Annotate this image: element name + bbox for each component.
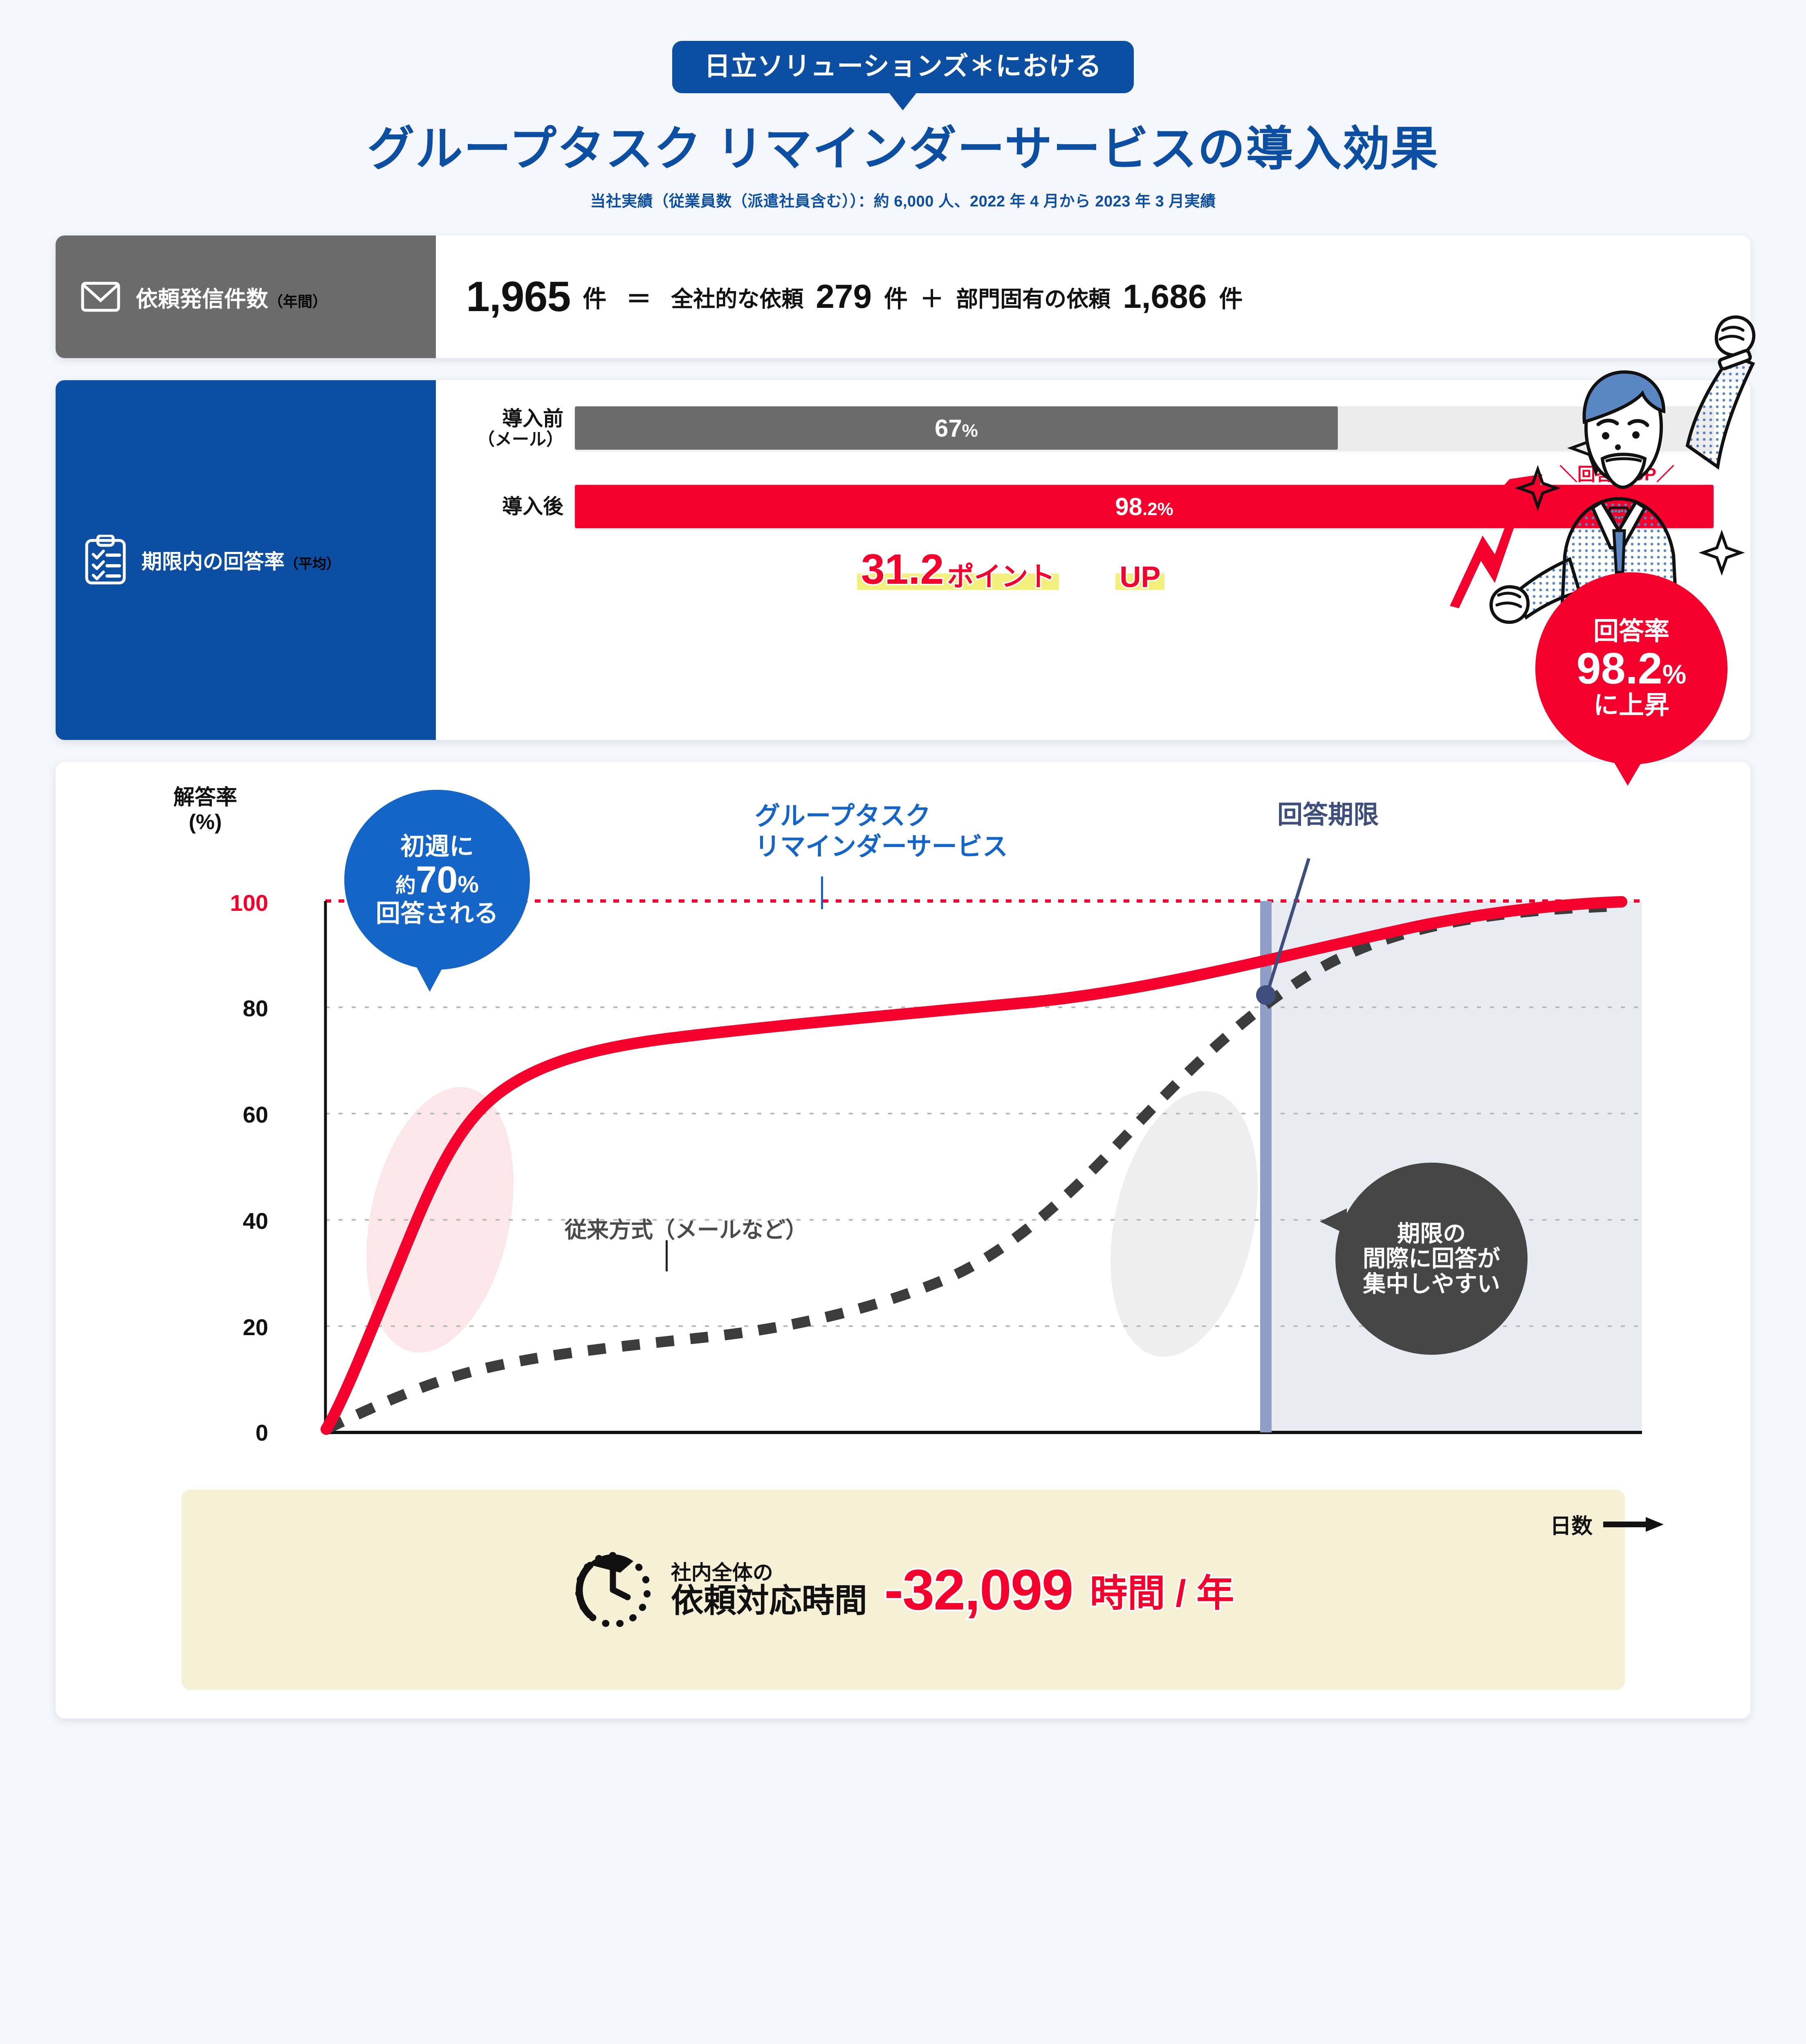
bar-before-label: 導入前 （メール） — [477, 407, 563, 449]
response-curve-chart-card: 解答率 (%) 100 80 60 40 20 0 — [56, 762, 1750, 1719]
circle-bottom-label: に上昇 — [1593, 691, 1669, 720]
bar-before-track: 67% — [575, 406, 1714, 450]
page-header: 日立ソリューションズ＊における グループタスク リマインダーサービスの導入効果 … — [0, 0, 1806, 211]
department-label: 部門固有の依頼 — [956, 287, 1111, 312]
department-value: 1,686 — [1123, 278, 1207, 316]
y-tick-80: 80 — [242, 995, 268, 1022]
requests-sent-label-panel: 依頼発信件数（年間） — [56, 235, 436, 359]
legend-reminder-line2: リマインダーサービス — [755, 832, 1008, 861]
clipboard-check-icon — [85, 535, 126, 585]
companywide-unit: 件 — [884, 286, 908, 313]
delta-unit: ポイント — [946, 560, 1057, 593]
first-week-line1: 初週に — [400, 832, 474, 860]
points-up-callout: 31.2 ポイント UP — [857, 545, 1165, 595]
time-saved-box: 社内全体の 依頼対応時間 -32,099 時間 / 年 — [181, 1490, 1625, 1690]
envelope-icon — [81, 282, 120, 312]
response-rate-circle-badge: 回答率 98.2% に上昇 — [1535, 572, 1727, 765]
y-axis-title: 解答率 (%) — [173, 786, 238, 834]
deadline-rush-line3: 集中しやすい — [1363, 1271, 1500, 1297]
bar-after-label: 導入後 — [502, 495, 563, 518]
response-rate-label: 期限内の回答率（平均） — [141, 550, 340, 574]
equals-sign: ＝ — [626, 285, 652, 314]
legend-reminder-service: グループタスク リマインダーサービス — [755, 801, 1008, 862]
bar-after-value: 98.2% — [1115, 493, 1173, 520]
requests-sent-card: 依頼発信件数（年間） 1,965 件 ＝ 全社的な依頼 279 件 ＋ 部門固有… — [56, 235, 1750, 359]
time-saved-unit: 時間 / 年 — [1088, 1571, 1236, 1616]
first-week-callout: 初週に 約70% 回答される — [344, 790, 530, 970]
response-rate-card: 期限内の回答率（平均） 導入前 （メール） 67% ＼回答率UP／ 導入後 98… — [56, 315, 1756, 765]
deadline-rush-line1: 期限の — [1397, 1220, 1466, 1246]
requests-sent-label: 依頼発信件数（年間） — [136, 287, 328, 312]
bar-before: 導入前 （メール） 67% — [460, 406, 1714, 450]
circle-top-label: 回答率 — [1593, 617, 1669, 645]
time-saved-line1: 社内全体の — [671, 1561, 773, 1585]
bar-before-fill: 67% — [575, 406, 1338, 450]
page-subtitle-note: 当社実績（従業員数（派遣社員含む））：約 6,000 人、2022 年 4 月か… — [590, 193, 1216, 211]
total-requests-number: 1,965 — [466, 273, 571, 320]
response-rate-bars: 導入前 （メール） 67% ＼回答率UP／ 導入後 98.2% — [436, 315, 1756, 765]
time-saved-line2: 依頼対応時間 — [671, 1582, 867, 1619]
delta-value: 31.2 — [859, 545, 945, 595]
legend-legacy-leader — [666, 1240, 668, 1272]
clock-icon — [575, 1552, 651, 1628]
badge-wrapper: 日立ソリューションズ＊における — [0, 41, 1806, 93]
legend-legacy-method: 従来方式（メールなど） — [565, 1218, 808, 1243]
company-badge: 日立ソリューションズ＊における — [672, 41, 1134, 93]
total-requests-unit: 件 — [583, 286, 607, 313]
y-tick-60: 60 — [242, 1102, 268, 1128]
delta-up-label: UP — [1118, 560, 1162, 595]
y-tick-40: 40 — [242, 1208, 268, 1234]
growth-arrow-icon — [1450, 474, 1542, 609]
requests-sent-values: 1,965 件 ＝ 全社的な依頼 279 件 ＋ 部門固有の依頼 1,686 件 — [436, 235, 1750, 358]
companywide-value: 279 — [816, 278, 872, 316]
department-unit: 件 — [1219, 286, 1243, 313]
arrow-right-icon — [1603, 1517, 1664, 1532]
first-week-line3: 回答される — [376, 899, 498, 927]
legend-reminder-line1: グループタスク — [755, 802, 931, 831]
chart-plot — [321, 858, 1642, 1435]
companywide-label: 全社的な依頼 — [671, 287, 804, 312]
time-saved-value: -32,099 — [882, 1556, 1075, 1624]
page-title: グループタスク リマインダーサービスの導入効果 — [367, 122, 1439, 175]
y-axis-ticks: 100 80 60 40 20 0 — [121, 778, 268, 1490]
plus-sign: ＋ — [920, 286, 944, 313]
deadline-label: 回答期限 — [1277, 801, 1379, 829]
x-axis-label: 日数 — [1550, 1509, 1665, 1540]
y-tick-100: 100 — [230, 890, 268, 916]
chart-area: 解答率 (%) 100 80 60 40 20 0 — [56, 778, 1750, 1538]
time-saved-labels: 社内全体の 依頼対応時間 — [671, 1562, 867, 1618]
y-tick-0: 0 — [255, 1420, 268, 1446]
deadline-rush-callout: 期限の 間際に回答が 集中しやすい — [1320, 1163, 1528, 1355]
bar-before-value: 67% — [935, 414, 978, 442]
deadline-rush-line2: 間際に回答が — [1363, 1246, 1500, 1272]
y-tick-20: 20 — [242, 1314, 268, 1340]
response-rate-label-panel: 期限内の回答率（平均） — [56, 380, 436, 740]
first-week-value: 約70% — [395, 858, 479, 901]
legend-reminder-leader — [821, 876, 823, 910]
circle-value: 98.2% — [1576, 643, 1687, 693]
